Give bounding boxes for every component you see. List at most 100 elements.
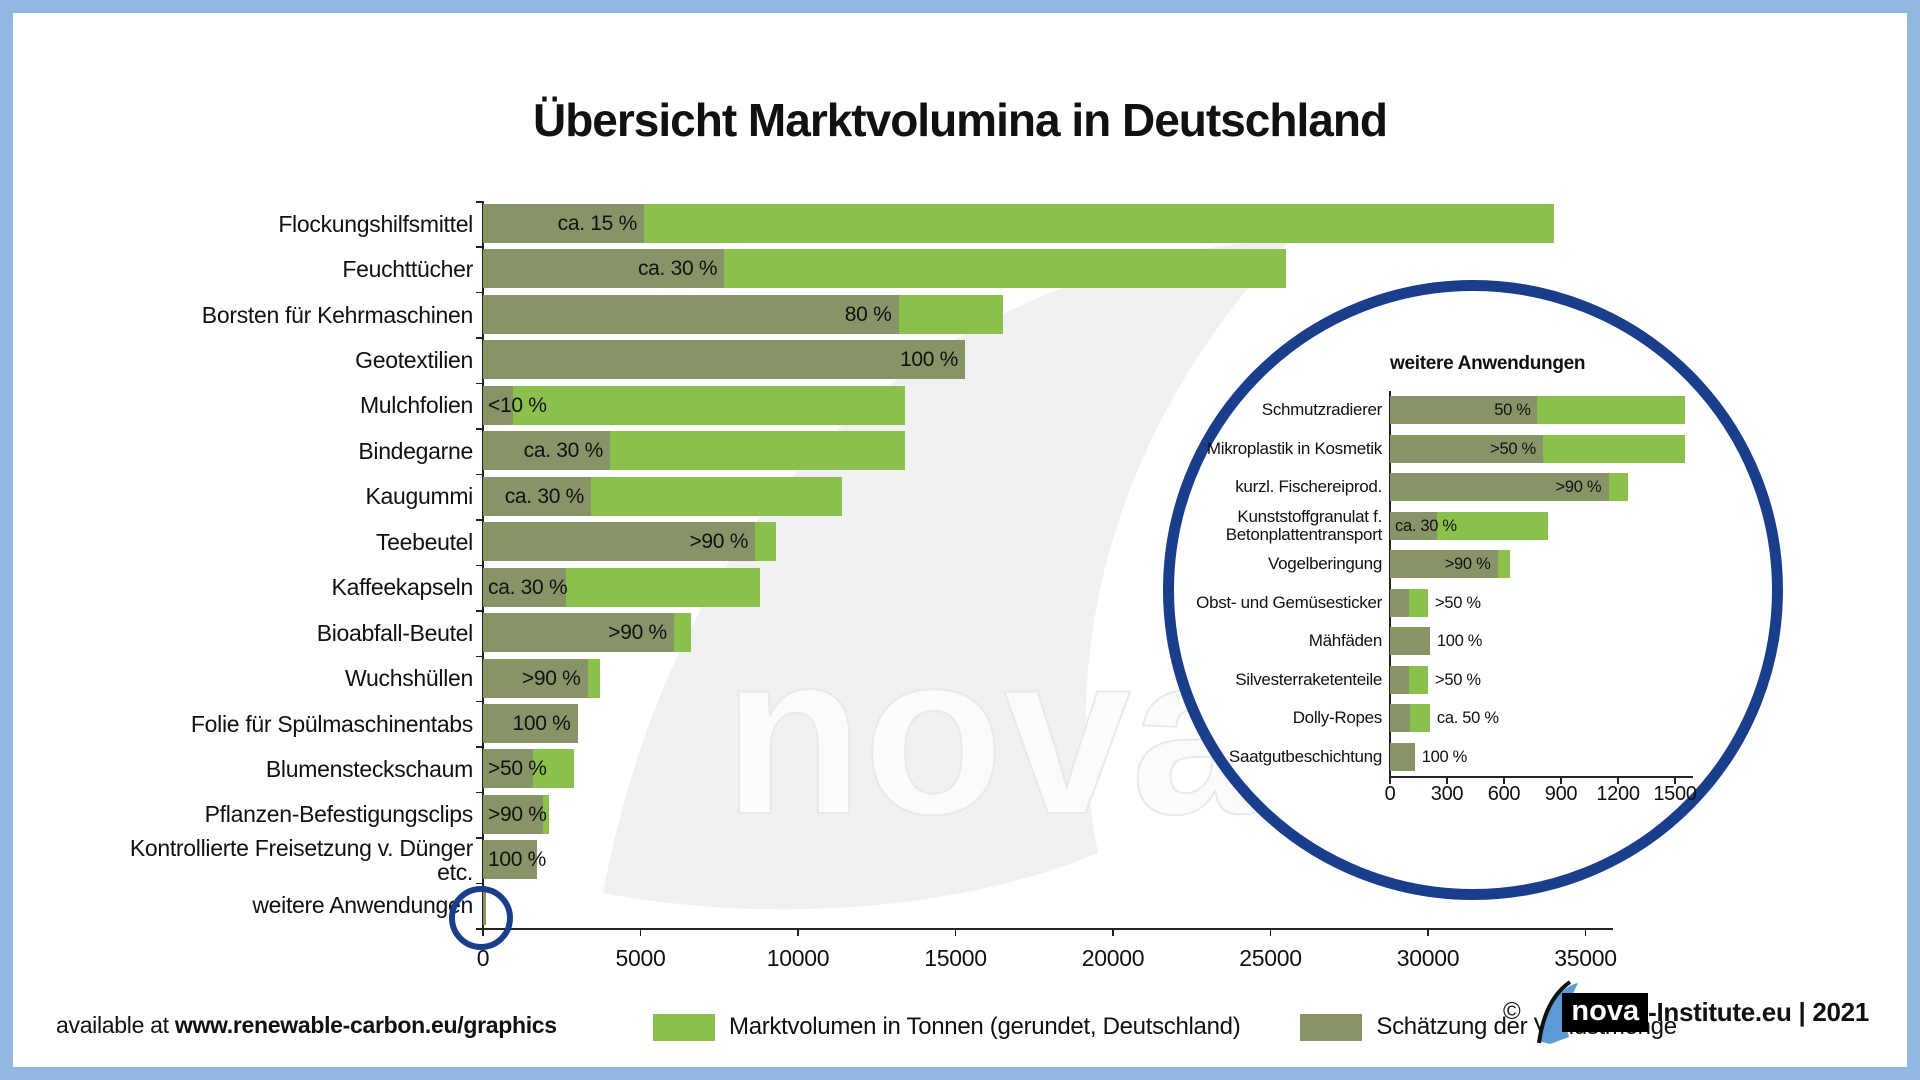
bar-category-label: Kaugummi (365, 483, 473, 510)
bar-row: 100 % (483, 840, 546, 880)
x-tick-label: 300 (1430, 783, 1464, 805)
bar-loss-estimate-segment (1390, 742, 1415, 771)
x-tick (1560, 776, 1562, 784)
y-tick (476, 201, 483, 203)
copyright-logo: © nova -Institute.eu | 2021 (1503, 979, 1869, 1045)
bar-loss-estimate-segment (1390, 550, 1498, 578)
y-tick (476, 291, 483, 294)
bar-loss-estimate-segment (483, 840, 537, 880)
bar-loss-estimate-segment (483, 476, 591, 516)
x-tick (1617, 776, 1619, 784)
bar-market-volume-segment (483, 204, 1554, 243)
y-tick (476, 882, 483, 885)
loss-share-label: >90 % (608, 621, 667, 645)
x-tick (1112, 928, 1114, 937)
loss-share-label: ca. 30 % (1395, 516, 1457, 535)
legend-swatch-loss-estimate (1300, 1013, 1363, 1041)
bar-row: ca. 30 % (1390, 511, 1548, 540)
x-axis (1390, 776, 1693, 778)
y-tick (476, 428, 483, 430)
source-note: available at www.renewable-carbon.eu/gra… (56, 1012, 557, 1039)
x-tick-label: 0 (1384, 783, 1396, 805)
y-tick (476, 791, 483, 794)
bar-loss-estimate-segment (1390, 396, 1538, 424)
loss-share-label: >90 % (488, 802, 547, 826)
bar-category-label: Schmutzradierer (1261, 400, 1383, 420)
bar-row: 80 % (483, 294, 1003, 334)
y-axis (482, 201, 484, 929)
bar-category-label: Pflanzen-Befestigungsclips (204, 801, 474, 828)
x-tick-label: 1200 (1596, 783, 1640, 805)
bar-loss-estimate-segment (483, 613, 675, 653)
y-tick (476, 655, 483, 657)
x-tick-label: 35000 (1554, 945, 1617, 971)
x-tick (1674, 776, 1676, 784)
legend-item-market-volume: Marktvolumen in Tonnen (gerundet, Deutsc… (653, 1013, 1241, 1041)
bar-category-label: Flockungshilfsmittel (278, 210, 473, 237)
bar-category-label: Saatgutbeschichtung (1228, 746, 1382, 766)
bar-category-label: Blumensteckschaum (265, 756, 473, 783)
bar-loss-estimate-segment (483, 385, 513, 425)
bar-loss-estimate-segment (483, 794, 543, 834)
loss-share-label: <10 % (488, 393, 547, 417)
loss-share-label: ca. 30 % (504, 484, 585, 508)
bar-category-label: kurzl. Fischereiprod. (1235, 477, 1382, 497)
bar-row: ca. 30 % (483, 431, 906, 471)
bar-row: >90 % (483, 613, 691, 653)
loss-share-label: ca. 15 % (557, 212, 638, 235)
loss-share-label: >90 % (1444, 555, 1491, 573)
bar-loss-estimate-segment (483, 522, 756, 562)
bar-category-label: Bioabfall-Beutel (316, 619, 474, 646)
loss-share-label: ca. 30 % (488, 575, 568, 599)
x-tick (1503, 776, 1505, 784)
bar-row: 100 % (483, 340, 965, 380)
y-tick (476, 473, 483, 476)
loss-share-label: 100 % (1436, 632, 1483, 650)
loss-share-label: >90 % (521, 666, 581, 690)
bar-loss-estimate-segment (483, 249, 724, 289)
bar-row: 100 % (483, 703, 578, 743)
bar-row: ca. 30 % (483, 567, 761, 607)
x-tick-label: 0 (476, 945, 490, 971)
bar-category-label: Geotextilien (355, 346, 473, 373)
y-tick (476, 700, 483, 703)
bar-loss-estimate-segment (1390, 434, 1544, 463)
bar-row: >50 % (1390, 434, 1685, 463)
loss-share-label: 100 % (1421, 747, 1468, 766)
bar-category-label: Mikroplastik in Kosmetik (1206, 438, 1382, 458)
loss-share-label: ca. 30 % (637, 257, 718, 281)
loss-share-label: 100 % (899, 348, 958, 372)
bar-category-label: Dolly-Ropes (1292, 708, 1383, 728)
bar-row: 100 % (1390, 627, 1482, 655)
legend-swatch-market-volume (653, 1013, 715, 1041)
bar-category-label: Kaffeekapseln (331, 574, 474, 601)
loss-share-label: >90 % (689, 530, 749, 554)
x-tick-label: 25000 (1239, 945, 1302, 971)
x-tick-label: 15000 (924, 945, 987, 971)
bar-row: ca. 30 % (483, 476, 843, 516)
legend-label-market-volume: Marktvolumen in Tonnen (gerundet, Deutsc… (729, 1013, 1241, 1040)
x-tick-label: 30000 (1396, 945, 1460, 971)
bar-row: >90 % (1390, 473, 1628, 501)
bar-category-label: Silvesterraketenteile (1235, 669, 1382, 689)
bar-loss-estimate-segment (1390, 704, 1410, 732)
bar-category-label: Kontrollierte Freisetzung v. Dünger etc. (129, 834, 473, 886)
x-tick (1269, 928, 1272, 937)
bar-loss-estimate-segment (1390, 665, 1409, 694)
x-tick-label: 5000 (615, 945, 666, 971)
loss-share-label: >50 % (1490, 439, 1536, 458)
nova-logo-word: nova (1562, 992, 1649, 1032)
zoom-source-circle (449, 886, 513, 950)
source-note-url[interactable]: www.renewable-carbon.eu/graphics (174, 1012, 557, 1038)
y-tick (476, 564, 483, 567)
bar-row: 50 % (1390, 396, 1685, 424)
bar-category-label: Wuchshüllen (345, 665, 473, 692)
inset-bar-chart: 0 300 600 900 1200 1500 Schmutzradierer 50 % Mik… (13, 13, 1907, 1067)
y-tick (476, 337, 483, 339)
x-tick-label: 10000 (766, 945, 830, 971)
loss-share-label: >50 % (488, 757, 547, 781)
bar-row: ca. 15 % (483, 204, 1554, 243)
loss-share-label: 80 % (844, 302, 892, 326)
y-tick (476, 610, 483, 612)
bar-row: >90 % (483, 658, 600, 698)
